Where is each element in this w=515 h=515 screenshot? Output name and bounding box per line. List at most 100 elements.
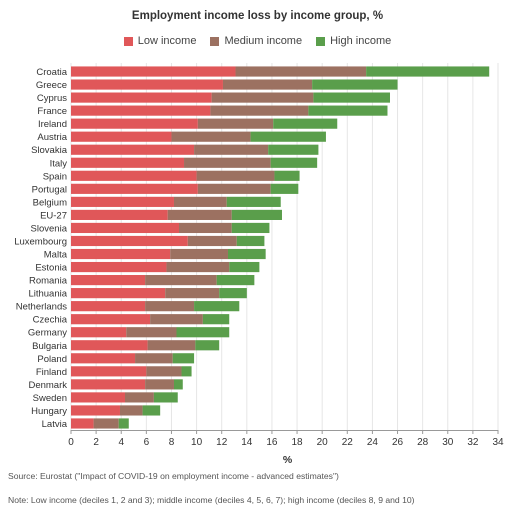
bar-medium-income [187, 235, 237, 247]
bar-low-income [71, 327, 127, 338]
bar-medium-income [146, 366, 182, 377]
x-tick-label: 32 [467, 437, 479, 448]
x-tick-label: 22 [342, 437, 354, 448]
bar-low-income [71, 248, 171, 260]
category-label: Austria [37, 132, 67, 143]
x-tick-label: 12 [216, 437, 228, 448]
bar-low-income [71, 118, 198, 129]
bar-medium-income [170, 248, 228, 260]
category-label: Cyprus [37, 93, 67, 104]
legend-swatch-low-income [123, 36, 133, 46]
bar-medium-income [147, 340, 196, 351]
bar-high-income [118, 418, 129, 429]
bar-low-income [71, 196, 174, 207]
bar-high-income [270, 157, 318, 168]
bar-medium-income [197, 183, 271, 194]
source-note: Source: Eurostat ("Impact of COVID-19 on… [8, 471, 339, 481]
category-label: Hungary [31, 406, 67, 417]
bar-high-income [274, 170, 300, 181]
category-label: Slovenia [31, 223, 68, 234]
category-label: Finland [36, 367, 67, 378]
stacked-bar-chart: Croatia Greece Cyprus France Ireland Austria S… [14, 63, 504, 466]
category-label: Luxembourg [14, 236, 67, 247]
bar-high-income [216, 275, 255, 286]
bar-low-income [71, 366, 147, 377]
category-label: France [37, 106, 67, 117]
bar-low-income [71, 379, 146, 390]
bar-high-income [313, 92, 390, 103]
bar-low-income [71, 353, 136, 364]
bar-medium-income [145, 301, 195, 312]
category-label: Bulgaria [32, 341, 68, 352]
category-label: Sweden [33, 393, 67, 404]
category-label: Estonia [35, 263, 67, 274]
bar-medium-income [235, 66, 367, 77]
bar-low-income [71, 405, 120, 416]
legend-swatch-high-income [316, 36, 326, 46]
bar-high-income [181, 366, 192, 377]
bar-low-income [71, 66, 236, 77]
legend-item-high-income: High income [316, 35, 391, 47]
bar-medium-income [196, 170, 275, 181]
x-tick-label: 4 [118, 437, 124, 448]
bar-medium-income [194, 144, 269, 155]
category-label: Malta [44, 250, 68, 261]
footnote: Note: Low income (deciles 1, 2 and 3); m… [8, 495, 415, 505]
bar-high-income [153, 392, 178, 403]
bar-high-income [236, 235, 265, 247]
x-tick-label: 6 [144, 437, 150, 448]
bar-medium-income [173, 196, 227, 207]
category-label: Lithuania [28, 289, 67, 300]
category-label: Czechia [33, 315, 68, 326]
bar-high-income [176, 327, 230, 338]
category-label: Poland [37, 354, 67, 365]
bar-high-income [142, 405, 161, 416]
category-label: Slovakia [31, 145, 68, 156]
x-tick-label: 30 [442, 437, 454, 448]
bar-high-income [231, 209, 282, 220]
x-tick-label: 20 [317, 437, 329, 448]
chart-title: Employment income loss by income group, … [131, 10, 384, 22]
bar-high-income [250, 131, 326, 142]
bar-low-income [71, 183, 198, 194]
bar-high-income [227, 248, 266, 260]
x-tick-label: 16 [266, 437, 278, 448]
category-label: Ireland [38, 119, 67, 130]
chart-legend: Low income Medium income High income [0, 35, 515, 47]
x-tick-label: 18 [291, 437, 303, 448]
category-label: Denmark [28, 380, 67, 391]
x-tick-label: 2 [93, 437, 99, 448]
x-tick-label: 10 [191, 437, 203, 448]
bar-medium-income [171, 131, 251, 142]
x-axis-title: % [283, 454, 293, 466]
bar-high-income [194, 301, 240, 312]
bar-medium-income [184, 157, 271, 168]
bar-low-income [71, 340, 148, 351]
bar-medium-income [165, 288, 220, 299]
category-label: Portugal [32, 184, 67, 195]
bar-medium-income [119, 405, 143, 416]
category-label: Germany [28, 328, 67, 339]
bar-high-income [366, 66, 490, 77]
bar-medium-income [179, 222, 232, 234]
category-label: Italy [50, 158, 68, 169]
bar-medium-income [126, 327, 177, 338]
bar-high-income [270, 183, 299, 194]
bar-low-income [71, 392, 126, 403]
bar-low-income [71, 275, 146, 286]
bar-high-income [229, 261, 260, 273]
category-label: Latvia [42, 419, 68, 430]
legend-label-low-income: Low income [137, 35, 197, 47]
bar-high-income [268, 144, 319, 155]
bar-low-income [71, 209, 168, 220]
legend-label-medium-income: Medium income [224, 35, 303, 47]
bar-low-income [71, 131, 172, 142]
bar-medium-income [167, 209, 232, 220]
bar-high-income [273, 118, 338, 129]
bar-medium-income [210, 105, 309, 116]
bar-low-income [71, 301, 146, 312]
bar-low-income [71, 314, 151, 325]
legend-swatch-medium-income [210, 36, 220, 46]
x-tick-label: 0 [68, 437, 74, 448]
category-label: Romania [29, 276, 68, 287]
